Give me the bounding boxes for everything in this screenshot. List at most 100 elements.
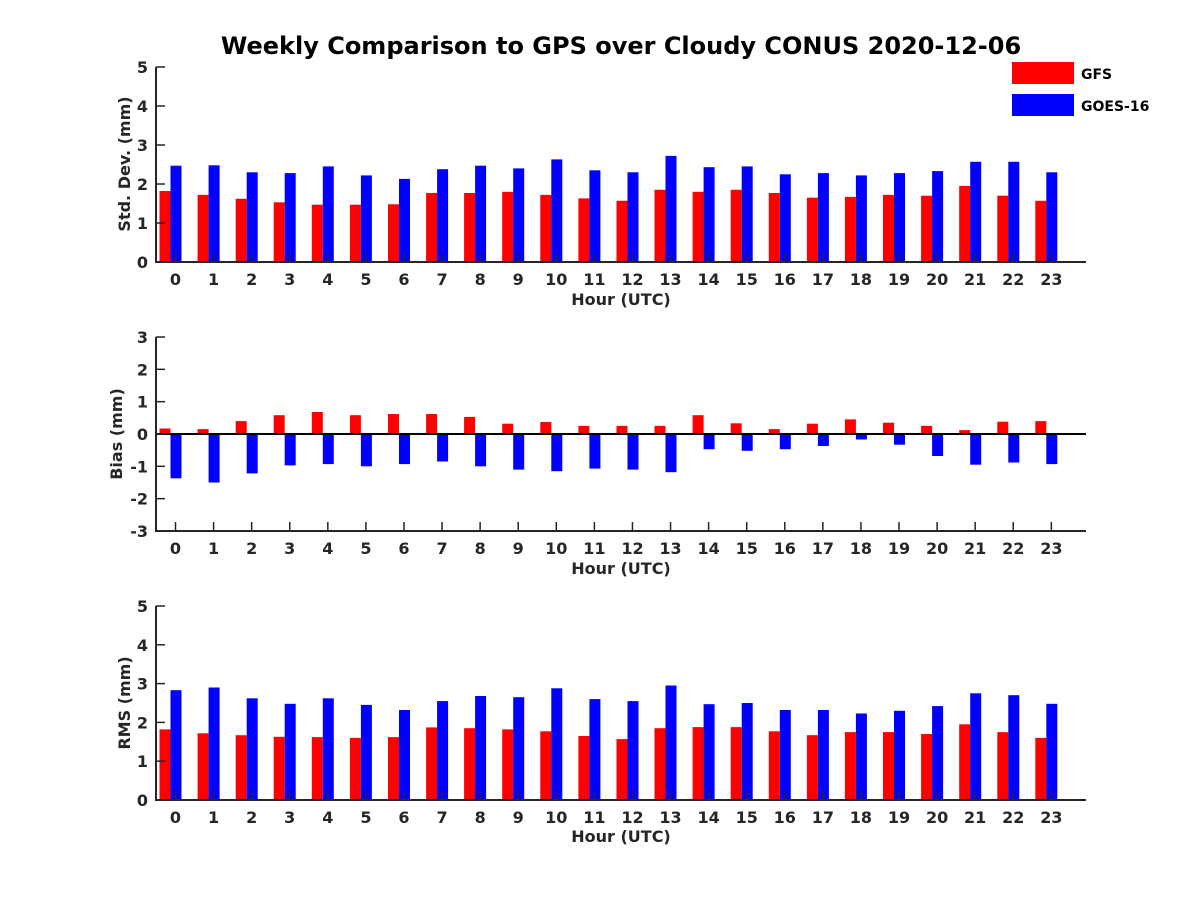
bias-bar-goes16-8 bbox=[475, 434, 487, 467]
rms-bar-gfs-23 bbox=[1035, 737, 1047, 800]
bias-x-tick-label-17: 17 bbox=[812, 539, 834, 558]
rms-bar-goes16-7 bbox=[437, 701, 449, 800]
rms-x-axis-label: Hour (UTC) bbox=[571, 827, 671, 846]
bias-bar-gfs-5 bbox=[349, 415, 361, 434]
bias-bar-goes16-2 bbox=[246, 434, 258, 474]
rms-y-axis-label: RMS (mm) bbox=[115, 656, 134, 749]
stddev-bar-goes16-2 bbox=[246, 172, 258, 262]
stddev-x-tick-label-11: 11 bbox=[583, 270, 605, 289]
bias-bar-gfs-12 bbox=[616, 425, 628, 434]
rms-x-tick-label-22: 22 bbox=[1002, 808, 1024, 827]
stddev-x-tick-label-17: 17 bbox=[812, 270, 834, 289]
stddev-y-tick-label-3: 3 bbox=[137, 136, 148, 155]
bias-bar-goes16-0 bbox=[170, 434, 182, 479]
rms-x-tick-label-6: 6 bbox=[398, 808, 409, 827]
bias-x-tick-label-7: 7 bbox=[436, 539, 447, 558]
rms-bar-goes16-5 bbox=[360, 704, 372, 800]
stddev-bar-gfs-11 bbox=[578, 198, 590, 262]
rms-bar-gfs-3 bbox=[273, 736, 285, 800]
stddev-bar-gfs-20 bbox=[921, 195, 933, 262]
bias-bar-gfs-21 bbox=[959, 430, 971, 434]
stddev-bar-gfs-6 bbox=[388, 204, 399, 262]
stddev-bar-goes16-12 bbox=[627, 172, 639, 262]
bias-bar-goes16-17 bbox=[817, 434, 829, 446]
rms-bar-goes16-0 bbox=[170, 690, 182, 800]
rms-x-tick-label-7: 7 bbox=[436, 808, 447, 827]
rms-y-tick-label-3: 3 bbox=[137, 675, 148, 694]
stddev-bar-goes16-1 bbox=[208, 165, 220, 262]
stddev-bar-goes16-8 bbox=[475, 165, 487, 262]
stddev-y-tick-label-2: 2 bbox=[137, 175, 148, 194]
stddev-bar-gfs-2 bbox=[235, 198, 247, 262]
rms-x-tick-label-10: 10 bbox=[545, 808, 567, 827]
stddev-x-tick-label-3: 3 bbox=[284, 270, 295, 289]
bias-bar-goes16-14 bbox=[703, 434, 715, 450]
stddev-bar-gfs-1 bbox=[197, 194, 209, 262]
stddev-bar-goes16-13 bbox=[665, 155, 677, 262]
bias-bar-gfs-4 bbox=[311, 412, 323, 434]
bias-bar-gfs-11 bbox=[578, 425, 590, 434]
stddev-x-tick-label-7: 7 bbox=[436, 270, 447, 289]
rms-bar-gfs-1 bbox=[197, 733, 209, 800]
stddev-bar-goes16-22 bbox=[1008, 161, 1020, 262]
bias-y-tick-label--1: -1 bbox=[130, 457, 148, 476]
bias-x-tick-label-6: 6 bbox=[398, 539, 409, 558]
bias-bar-gfs-15 bbox=[730, 423, 742, 434]
rms-bar-goes16-23 bbox=[1046, 703, 1058, 800]
rms-y-tick-label-0: 0 bbox=[137, 791, 148, 810]
rms-bar-gfs-6 bbox=[388, 737, 399, 800]
rms-x-tick-label-11: 11 bbox=[583, 808, 605, 827]
rms-x-tick-label-2: 2 bbox=[246, 808, 257, 827]
stddev-bar-goes16-0 bbox=[170, 165, 182, 262]
bias-bar-goes16-7 bbox=[437, 434, 449, 462]
stddev-bar-goes16-9 bbox=[513, 168, 525, 262]
rms-bar-goes16-4 bbox=[322, 698, 334, 800]
stddev-bar-gfs-23 bbox=[1035, 200, 1047, 262]
bias-x-tick-label-21: 21 bbox=[964, 539, 986, 558]
bias-x-tick-label-5: 5 bbox=[360, 539, 371, 558]
bias-bar-goes16-21 bbox=[970, 434, 982, 465]
bias-x-tick-label-20: 20 bbox=[926, 539, 948, 558]
stddev-y-axis-label: Std. Dev. (mm) bbox=[115, 96, 134, 231]
rms-y-tick-label-5: 5 bbox=[137, 597, 148, 616]
rms-x-tick-label-4: 4 bbox=[322, 808, 333, 827]
rms-x-tick-label-9: 9 bbox=[513, 808, 524, 827]
legend-label-gfs: GFS bbox=[1081, 67, 1112, 83]
stddev-bar-goes16-17 bbox=[817, 173, 829, 262]
rms-bar-goes16-22 bbox=[1008, 695, 1020, 800]
bias-bar-gfs-0 bbox=[159, 428, 171, 434]
bias-bar-goes16-3 bbox=[284, 434, 296, 466]
rms-bar-gfs-17 bbox=[806, 735, 818, 800]
stddev-bar-gfs-10 bbox=[540, 194, 552, 262]
bias-bar-gfs-3 bbox=[273, 415, 285, 434]
rms-bar-gfs-0 bbox=[159, 729, 171, 800]
legend: GFS GOES-16 bbox=[1012, 62, 1149, 116]
rms-x-tick-label-0: 0 bbox=[170, 808, 181, 827]
bias-bar-gfs-19 bbox=[883, 422, 894, 434]
rms-bar-goes16-15 bbox=[741, 703, 753, 800]
rms-x-tick-label-14: 14 bbox=[697, 808, 719, 827]
rms-bar-gfs-21 bbox=[959, 724, 971, 800]
bias-bar-goes16-16 bbox=[779, 434, 791, 450]
rms-x-tick-label-8: 8 bbox=[475, 808, 486, 827]
rms-bar-goes16-21 bbox=[970, 693, 982, 800]
stddev-x-tick-label-2: 2 bbox=[246, 270, 257, 289]
bias-bar-goes16-22 bbox=[1008, 434, 1020, 463]
stddev-y-tick-label-1: 1 bbox=[137, 214, 148, 233]
bias-bar-goes16-19 bbox=[894, 434, 905, 445]
stddev-bar-gfs-8 bbox=[464, 193, 476, 262]
stddev-bar-gfs-7 bbox=[426, 193, 438, 262]
rms-bar-goes16-10 bbox=[551, 688, 563, 800]
stddev-bar-gfs-12 bbox=[616, 200, 628, 262]
bias-x-tick-label-19: 19 bbox=[888, 539, 910, 558]
stddev-bar-gfs-16 bbox=[768, 193, 780, 262]
rms-x-tick-label-3: 3 bbox=[284, 808, 295, 827]
bias-bar-goes16-6 bbox=[399, 434, 410, 465]
stddev-x-axis-label: Hour (UTC) bbox=[571, 290, 671, 309]
stddev-bar-goes16-15 bbox=[741, 166, 753, 262]
bias-bar-goes16-12 bbox=[627, 434, 639, 470]
rms-bar-gfs-22 bbox=[997, 732, 1009, 800]
stddev-x-tick-label-8: 8 bbox=[475, 270, 486, 289]
rms-x-tick-label-12: 12 bbox=[621, 808, 643, 827]
